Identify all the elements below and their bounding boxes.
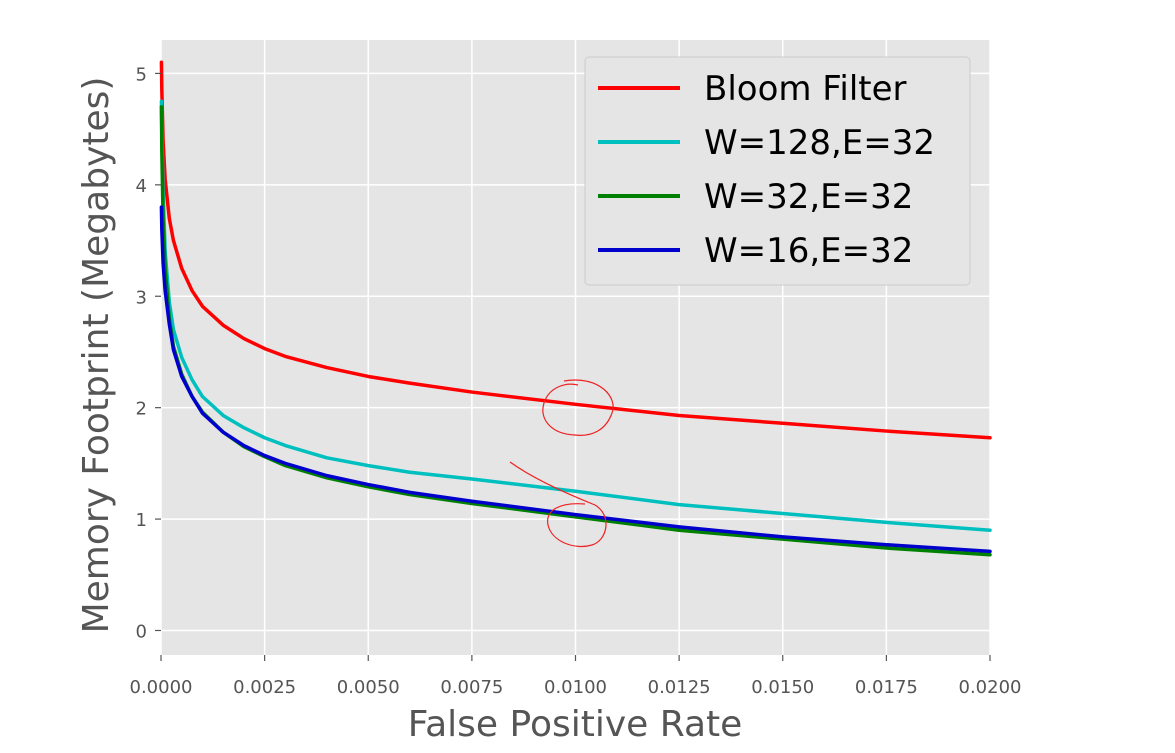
legend-label-3: W=16,E=32 <box>704 231 913 271</box>
x-tick-label: 0.0125 <box>648 677 711 698</box>
y-tick-label: 1 <box>136 510 147 531</box>
x-tick-label: 0.0000 <box>130 677 193 698</box>
x-tick-label: 0.0050 <box>337 677 400 698</box>
legend-label-2: W=32,E=32 <box>704 177 913 217</box>
y-tick-labels: 0 1 2 3 4 5 <box>136 64 147 642</box>
y-tick-label: 3 <box>136 287 147 308</box>
x-tick-label: 0.0075 <box>440 677 503 698</box>
y-tick-label: 4 <box>136 176 147 197</box>
legend: Bloom Filter W=128,E=32 W=32,E=32 W=16,E=32 <box>584 56 971 286</box>
x-tick-label: 0.0100 <box>544 677 607 698</box>
legend-items: Bloom Filter W=128,E=32 W=32,E=32 W=16,E=32 <box>598 69 935 271</box>
y-tick-label: 5 <box>136 64 147 85</box>
y-tick-label: 0 <box>136 621 147 642</box>
x-tick-labels: 0.0000 0.0025 0.0050 0.0075 0.0100 0.0125 0.01… <box>130 677 1022 698</box>
x-axis-label: False Positive Rate <box>408 704 743 745</box>
x-tick-label: 0.0175 <box>855 677 918 698</box>
series-line-0 <box>159 60 992 440</box>
legend-label-0: Bloom Filter <box>704 69 907 109</box>
annotation-circle-bottom <box>509 461 607 547</box>
hand-drawn-annotations <box>509 379 614 547</box>
series-lines <box>159 60 992 557</box>
legend-box <box>584 56 971 286</box>
legend-label-1: W=128,E=32 <box>704 123 935 163</box>
series-line-3 <box>159 205 992 554</box>
x-tick-marks <box>160 655 991 661</box>
y-axis-label: Memory Footprint (Megabytes) <box>76 77 117 634</box>
x-tick-label: 0.0025 <box>233 677 296 698</box>
y-tick-marks <box>155 72 161 632</box>
x-tick-label: 0.0150 <box>751 677 814 698</box>
y-tick-label: 2 <box>136 399 147 420</box>
annotation-circle-top <box>542 379 614 436</box>
x-tick-label: 0.0200 <box>959 677 1022 698</box>
